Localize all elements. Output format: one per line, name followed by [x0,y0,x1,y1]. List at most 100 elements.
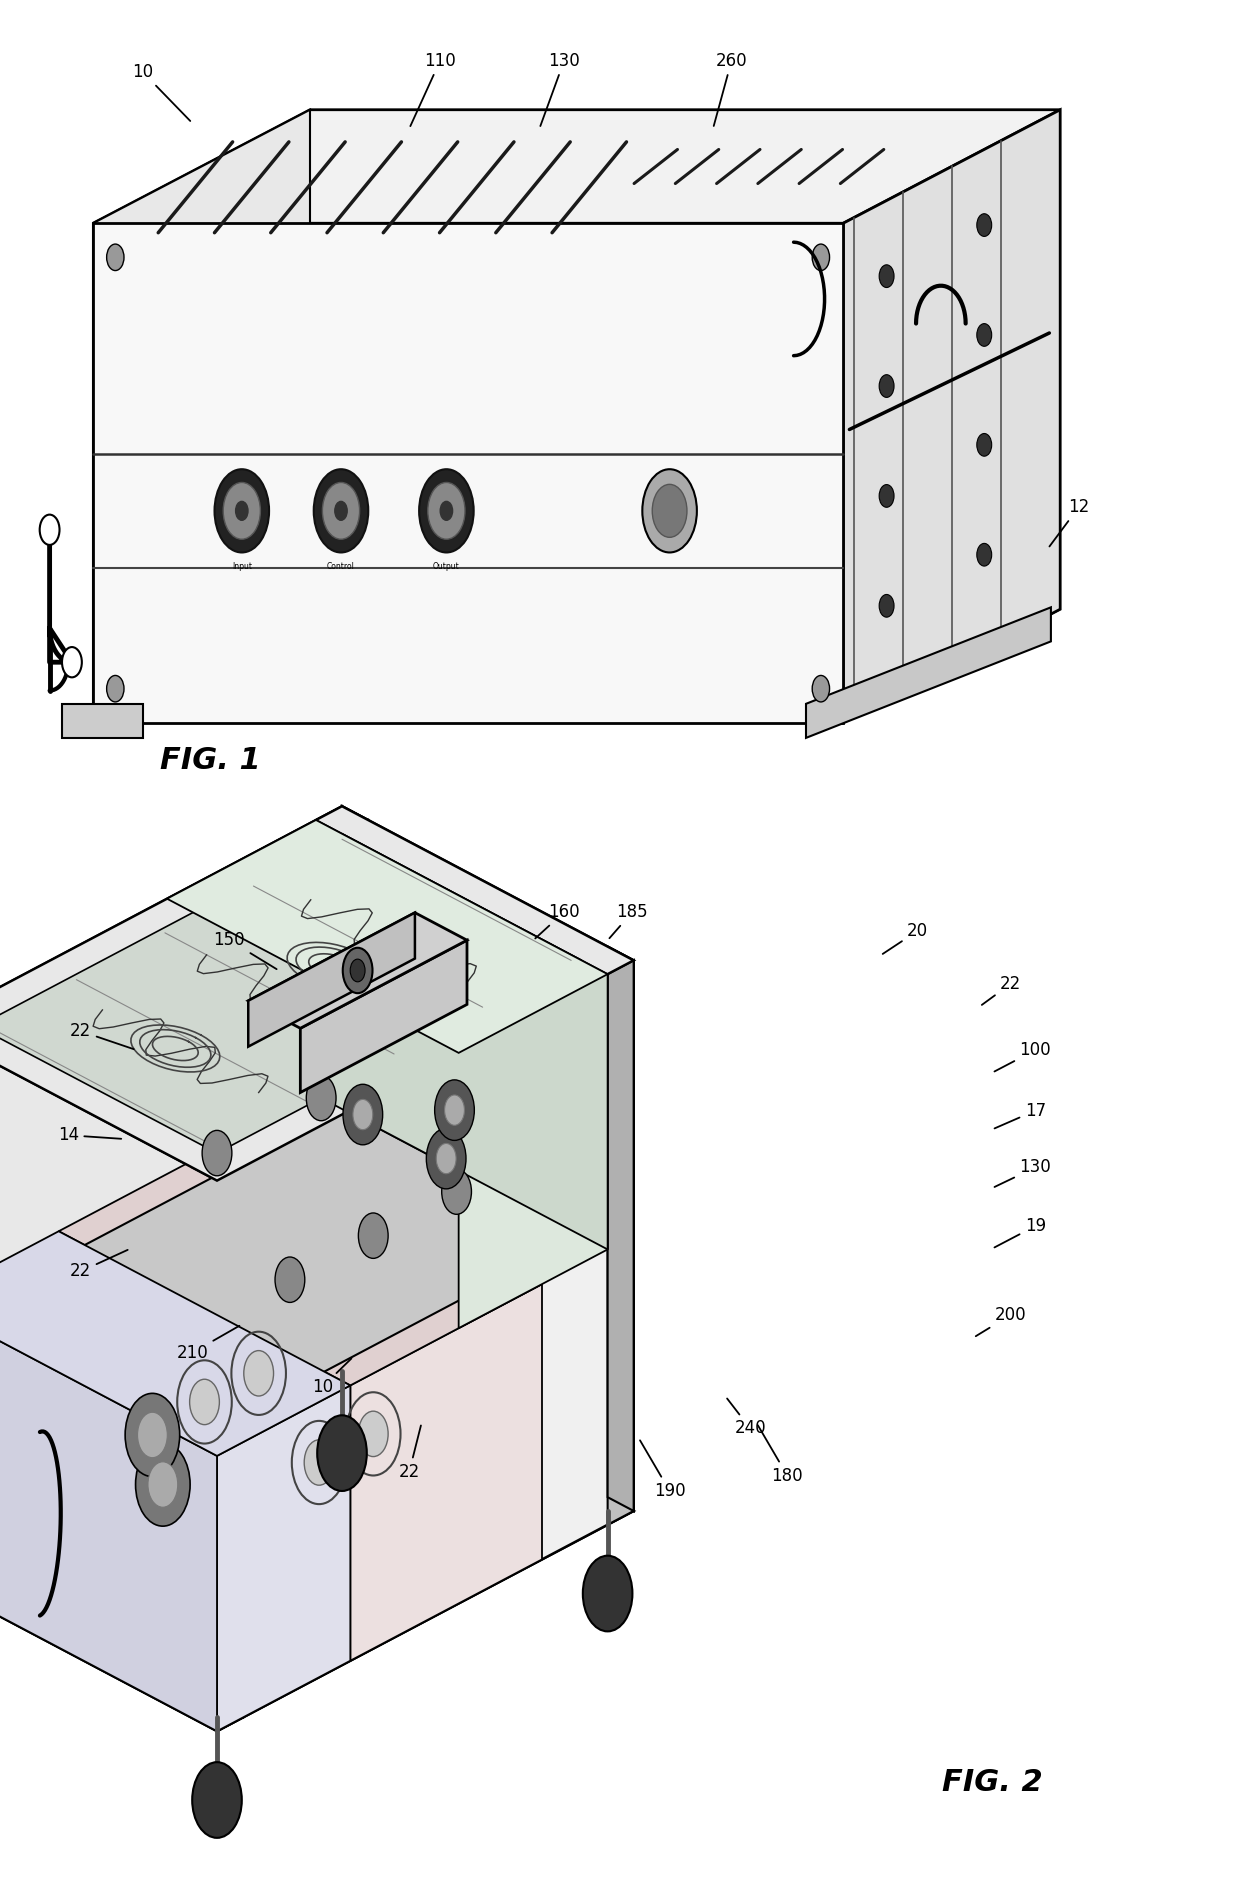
Circle shape [977,433,992,456]
Circle shape [335,501,347,520]
Circle shape [441,1169,471,1215]
Circle shape [642,469,697,552]
Text: 17: 17 [994,1101,1047,1128]
Polygon shape [93,609,1060,723]
Text: 210: 210 [176,1326,239,1362]
Polygon shape [93,110,310,723]
Circle shape [107,675,124,702]
Circle shape [190,1379,219,1425]
Circle shape [40,515,60,545]
Text: 110: 110 [410,51,456,127]
Polygon shape [0,1027,217,1731]
Text: 10: 10 [311,1358,351,1396]
Text: 100: 100 [994,1041,1052,1071]
Circle shape [192,1761,242,1837]
Polygon shape [217,1385,351,1731]
Circle shape [583,1555,632,1631]
Polygon shape [93,110,1060,223]
Circle shape [125,1393,180,1476]
Polygon shape [93,223,843,723]
Text: FIG. 2: FIG. 2 [941,1767,1043,1797]
Text: 14: 14 [57,1126,122,1145]
Circle shape [977,543,992,566]
Circle shape [306,1075,336,1120]
Text: 22: 22 [982,974,1022,1005]
Polygon shape [58,1130,542,1385]
Polygon shape [608,946,634,1512]
Polygon shape [62,704,143,738]
Circle shape [353,1099,373,1130]
Polygon shape [217,1167,243,1731]
Circle shape [977,324,992,346]
Polygon shape [217,961,634,1731]
Text: 10: 10 [131,62,190,121]
Polygon shape [0,1109,582,1428]
Circle shape [445,1095,465,1126]
Text: 185: 185 [609,902,649,938]
Polygon shape [459,974,608,1328]
Polygon shape [608,961,634,1525]
Text: 190: 190 [640,1440,686,1500]
Circle shape [314,469,368,552]
Circle shape [62,647,82,677]
Polygon shape [300,940,467,1092]
Circle shape [138,1411,167,1457]
Text: Output: Output [433,562,460,571]
Text: 160: 160 [536,902,580,938]
Circle shape [428,482,465,539]
Polygon shape [316,819,608,1249]
Polygon shape [316,806,368,834]
Circle shape [358,1411,388,1457]
Polygon shape [582,946,634,974]
Circle shape [317,1415,367,1491]
Polygon shape [0,1232,351,1457]
Text: Input: Input [232,562,252,571]
Text: 130: 130 [994,1158,1052,1186]
Text: 240: 240 [727,1398,766,1438]
Text: 12: 12 [1049,498,1090,547]
Circle shape [435,1080,475,1141]
Text: 20: 20 [883,921,929,954]
Polygon shape [806,607,1052,738]
Text: 260: 260 [714,51,748,127]
Text: 180: 180 [758,1425,804,1485]
Polygon shape [342,819,368,1385]
Circle shape [304,1440,334,1485]
Polygon shape [342,806,634,1512]
Circle shape [223,482,260,539]
Circle shape [202,1130,232,1175]
Circle shape [812,675,830,702]
Text: Control: Control [327,562,355,571]
Circle shape [419,469,474,552]
Polygon shape [351,1285,542,1661]
Circle shape [236,501,248,520]
Text: FIG. 1: FIG. 1 [160,745,262,776]
Text: 22: 22 [69,1022,134,1050]
Circle shape [322,482,360,539]
Circle shape [427,1128,466,1188]
Circle shape [879,375,894,397]
Circle shape [135,1444,190,1527]
Circle shape [358,1213,388,1258]
Circle shape [342,948,372,993]
Circle shape [107,244,124,271]
Text: 22: 22 [398,1425,420,1481]
Circle shape [879,594,894,617]
Circle shape [215,469,269,552]
Circle shape [148,1463,177,1508]
Polygon shape [217,1152,243,1718]
Polygon shape [191,1152,243,1181]
Circle shape [440,501,453,520]
Circle shape [879,265,894,288]
Polygon shape [248,912,415,1046]
Circle shape [812,244,830,271]
Circle shape [977,214,992,236]
Circle shape [343,1084,383,1145]
Circle shape [652,484,687,537]
Polygon shape [0,1357,634,1731]
Polygon shape [0,806,342,1578]
Circle shape [436,1143,456,1173]
Polygon shape [248,912,467,1027]
Polygon shape [843,110,1060,723]
Text: 130: 130 [541,51,580,127]
